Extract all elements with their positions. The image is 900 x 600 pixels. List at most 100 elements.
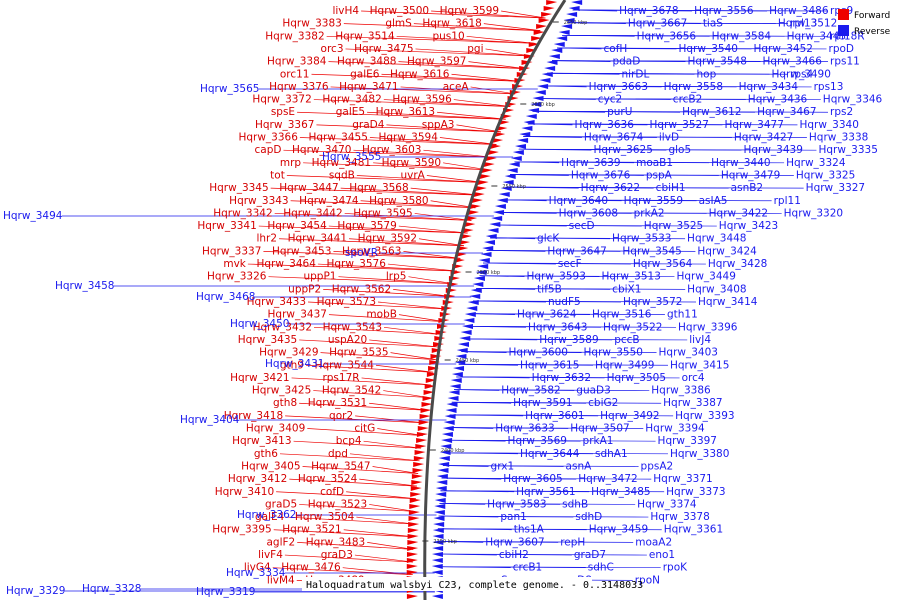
reverse-gene-label: Hqrw_3633: [495, 423, 554, 435]
forward-connector: [398, 225, 468, 234]
reverse-gene-label: asIA5: [699, 195, 728, 207]
forward-feature-arrow: [411, 474, 423, 479]
forward-gene-label: Hqrw_3514: [335, 30, 395, 42]
forward-connector: [286, 516, 415, 525]
reverse-gene-label: Hqrw_3499: [595, 359, 654, 371]
forward-connector: [297, 542, 414, 550]
tick-label: 2650 kbp: [564, 20, 588, 26]
reverse-gene-label: Hqrw_3607: [485, 536, 544, 548]
reverse-gene-label: Hqrw_3522: [603, 321, 662, 333]
forward-gene-label: Hqrw_3504: [295, 511, 355, 523]
forward-gene-label: Hqrw_3413: [232, 435, 291, 447]
reverse-gene-label: Hqrw_3468: [196, 291, 255, 303]
forward-feature-arrow: [410, 486, 422, 491]
reverse-gene-label: Hqrw_3397: [658, 435, 717, 447]
reverse-gene-label: Hqrw_3440: [711, 157, 770, 169]
reverse-gene-label: Hqrw_3452: [754, 43, 813, 55]
forward-connector: [328, 314, 445, 323]
reverse-connector: [514, 161, 785, 164]
reverse-feature-arrow: [434, 498, 446, 503]
reverse-gene-label: rpoK: [663, 562, 688, 574]
reverse-feature-arrow: [530, 102, 542, 107]
forward-feature-arrow: [479, 174, 491, 179]
forward-feature-arrow: [408, 522, 420, 527]
forward-feature-arrow: [541, 12, 553, 17]
reverse-gene-label: crcB1: [513, 562, 543, 574]
reverse-feature-arrow: [519, 132, 531, 137]
reverse-gene-label: Hqrw_3338: [809, 132, 868, 144]
reverse-feature-arrow: [539, 78, 551, 83]
forward-feature-arrow: [420, 408, 432, 413]
reverse-gene-label: Hqrw_3403: [659, 347, 718, 359]
forward-feature-arrow: [487, 150, 499, 155]
reverse-feature-arrow: [433, 510, 445, 515]
forward-feature-arrow: [430, 354, 442, 359]
forward-connector: [367, 542, 414, 550]
forward-connector: [290, 200, 476, 209]
forward-gene-label: Hqrw_3597: [407, 56, 466, 68]
reverse-gene-label: prkA1: [583, 435, 614, 447]
reverse-connector: [436, 566, 661, 569]
forward-connector: [342, 567, 413, 576]
forward-gene-label: Hqrw_3429: [259, 347, 318, 359]
reverse-gene-label: Hqrw_3415: [670, 359, 729, 371]
reverse-connector: [497, 212, 782, 214]
forward-gene-label: Hqrw_3535: [329, 347, 388, 359]
reverse-feature-arrow: [558, 30, 570, 35]
reverse-gene-label: sdhC: [588, 562, 614, 574]
forward-connector: [314, 326, 442, 335]
reverse-gene-label: Hqrw_3608: [559, 207, 618, 219]
reverse-feature-arrow: [436, 474, 448, 479]
reverse-feature-arrow: [433, 516, 445, 521]
forward-connector: [430, 200, 476, 209]
forward-connector: [375, 364, 434, 373]
reverse-gene-label: Hqrw_3678: [619, 5, 678, 17]
forward-gene-label: Hqrw_3562: [332, 283, 391, 295]
forward-connector: [343, 529, 414, 538]
forward-connector: [418, 238, 464, 247]
reverse-connector: [440, 490, 665, 493]
reverse-gene-label: ilvD: [659, 132, 679, 144]
reverse-feature-arrow: [477, 264, 489, 269]
forward-gene-label: Hqrw_3521: [282, 524, 341, 536]
forward-connector: [328, 225, 468, 234]
reverse-gene-label: Hqrw_3540: [679, 43, 738, 55]
forward-feature-arrow: [411, 480, 423, 485]
reverse-gene-label: Hqrw_3556: [694, 5, 754, 17]
reverse-gene-label: Hqrw_3396: [678, 321, 738, 333]
reverse-gene-label: Hqrw_3548: [687, 56, 746, 68]
reverse-gene-label: Hqrw_3565: [200, 83, 259, 95]
reverse-gene-label: prkA2: [634, 207, 665, 219]
reverse-feature-arrow: [502, 180, 514, 185]
forward-gene-label: Hqrw_3544: [315, 359, 375, 371]
forward-connector: [373, 162, 488, 171]
reverse-gene-label: Hqrw_3545: [622, 245, 681, 257]
forward-connector: [456, 124, 502, 133]
reverse-feature-arrow: [467, 300, 479, 305]
reverse-feature-arrow: [478, 258, 490, 263]
reverse-feature-arrow: [506, 168, 518, 173]
reverse-feature-arrow: [544, 66, 556, 71]
forward-connector: [345, 48, 530, 57]
forward-gene-label: Hqrw_3376: [269, 81, 329, 93]
reverse-connector: [469, 313, 665, 316]
forward-feature-arrow: [417, 426, 429, 431]
reverse-feature-arrow: [460, 330, 472, 335]
forward-connector: [283, 149, 493, 158]
reverse-gene-label: Hqrw_3472: [578, 473, 637, 485]
reverse-feature-arrow: [473, 276, 485, 281]
reverse-connector: [510, 174, 794, 176]
forward-gene-label: gth6: [254, 448, 278, 460]
forward-gene-label: Hqrw_3613: [376, 106, 435, 118]
reverse-gene-label: Hqrw_3485: [591, 486, 650, 498]
reverse-gene-label: Hqrw_3527: [649, 119, 708, 131]
reverse-gene-label: Hqrw_3373: [666, 486, 725, 498]
forward-feature-arrow: [538, 18, 550, 23]
forward-connector: [338, 276, 454, 285]
forward-connector: [396, 35, 536, 44]
reverse-gene-label: Hqrw_3583: [487, 498, 546, 510]
reverse-feature-arrow: [548, 54, 560, 59]
forward-feature-arrow: [483, 162, 495, 167]
forward-gene-label: uppP1: [303, 271, 336, 283]
forward-connector: [354, 554, 413, 563]
